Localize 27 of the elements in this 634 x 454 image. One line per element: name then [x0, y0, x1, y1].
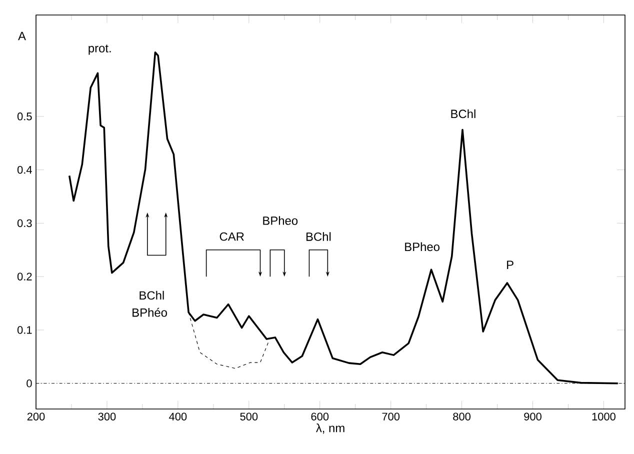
x-tick-label: 400	[169, 412, 187, 420]
y-tick-label: 0.4	[17, 166, 32, 174]
annotation: BChl	[140, 290, 164, 300]
x-tick-label: 500	[240, 412, 258, 420]
y-tick-label: 0.5	[17, 112, 32, 120]
x-tick-label: 900	[524, 412, 542, 420]
y-tick-label: 0.2	[17, 272, 32, 280]
y-tick-label: 0.3	[17, 219, 32, 228]
x-tick-label: 1000	[592, 412, 616, 420]
annotation: P	[507, 260, 514, 269]
x-tick-label: 600	[311, 412, 329, 420]
x-tick-label: 300	[98, 412, 116, 420]
annotation: BPhéo	[132, 308, 167, 317]
line-series	[188, 312, 270, 369]
annotation: BPheo	[263, 216, 298, 225]
x-tick-label: 700	[382, 412, 400, 420]
y-axis-title: A	[18, 32, 26, 40]
annotation: BChl	[451, 109, 476, 118]
annotation: BChl	[306, 232, 331, 241]
x-tick-label: 200	[27, 412, 45, 420]
y-tick-label: 0.1	[17, 326, 32, 334]
x-tick-label: 800	[453, 412, 470, 420]
annotation: BPheo	[405, 242, 440, 252]
y-tick-label: 0	[26, 379, 32, 388]
annotation: CAR	[220, 232, 244, 241]
x-axis-title: λ, nm	[316, 424, 344, 434]
annotation: prot.	[88, 44, 111, 55]
